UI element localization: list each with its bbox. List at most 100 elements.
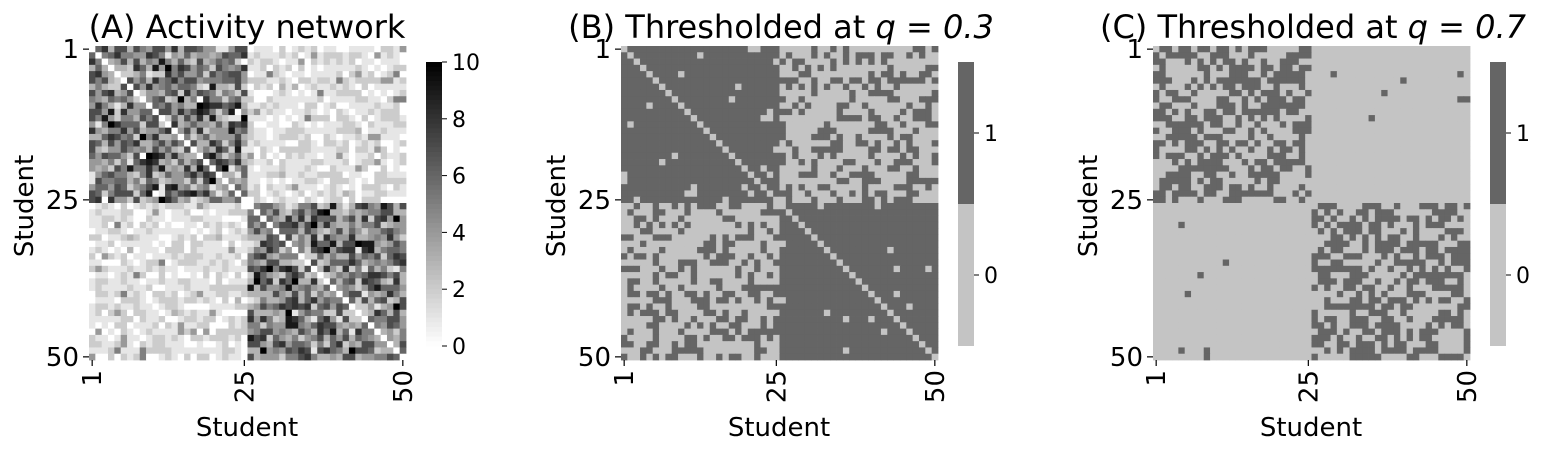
heatmap-cell <box>849 64 856 72</box>
heatmap-cell <box>665 146 673 154</box>
heatmap-cell <box>811 209 818 216</box>
heatmap-cell <box>298 190 305 198</box>
heatmap-cell <box>741 152 749 160</box>
heatmap-cell <box>684 253 692 260</box>
heatmap-cell <box>754 240 761 248</box>
heatmap-cell <box>393 171 401 179</box>
heatmap-cell <box>690 52 698 59</box>
heatmap-cell <box>798 146 806 154</box>
heatmap-cell <box>842 284 850 292</box>
heatmap-cell <box>158 253 166 260</box>
heatmap-cell <box>703 102 711 110</box>
heatmap-cell <box>336 121 343 129</box>
heatmap-cell <box>741 96 749 103</box>
heatmap-cell <box>830 165 837 172</box>
heatmap-cell <box>735 228 742 235</box>
heatmap-cell <box>925 140 933 147</box>
heatmap-cell <box>659 246 666 254</box>
heatmap-cell <box>741 234 749 242</box>
heatmap-cell <box>709 246 717 254</box>
heatmap-cell <box>171 77 179 85</box>
heatmap-cell <box>912 127 920 135</box>
heatmap-cell <box>849 228 856 235</box>
heatmap-cell <box>127 146 134 154</box>
heatmap-cell <box>209 316 217 323</box>
heatmap-cell <box>323 58 331 66</box>
heatmap-cell <box>899 272 907 279</box>
heatmap-cell <box>792 146 799 154</box>
heatmap-cell <box>798 96 806 103</box>
heatmap-cell <box>804 278 812 286</box>
heatmap-cell <box>260 58 267 66</box>
heatmap-cell <box>747 290 755 298</box>
heatmap-cell <box>874 159 882 166</box>
heatmap-cell <box>836 328 844 336</box>
heatmap-cell <box>234 215 242 223</box>
heatmap-cell <box>184 221 191 229</box>
heatmap-cell <box>215 121 223 129</box>
heatmap-cell <box>621 259 628 267</box>
heatmap-cell <box>811 265 818 273</box>
heatmap-cell <box>880 102 888 110</box>
heatmap-cell <box>741 165 749 172</box>
heatmap-cell <box>640 297 647 304</box>
heatmap-cell <box>171 159 179 166</box>
heatmap-cell <box>671 316 679 323</box>
heatmap-cell <box>120 121 128 129</box>
heatmap-cell <box>893 322 901 329</box>
heatmap-cell <box>633 203 641 210</box>
heatmap-cell <box>367 184 375 191</box>
heatmap-cell <box>842 209 850 216</box>
heatmap-cell <box>95 347 103 355</box>
heatmap-cell <box>880 121 888 129</box>
heatmap-cell <box>215 240 223 248</box>
heatmap-cell <box>399 328 407 336</box>
heatmap-cell <box>133 184 141 191</box>
heatmap-cell <box>177 353 185 361</box>
heatmap-cell <box>741 240 749 248</box>
heatmap-cell <box>386 272 394 279</box>
heatmap-cell <box>336 140 343 147</box>
heatmap-cell <box>684 290 692 298</box>
heatmap-cell <box>671 140 679 147</box>
heatmap-cell <box>89 121 96 129</box>
heatmap-cell <box>146 290 153 298</box>
heatmap-cell <box>120 203 128 210</box>
heatmap-cell <box>190 159 198 166</box>
heatmap-cell <box>754 196 761 204</box>
heatmap-cell <box>798 102 806 110</box>
heatmap-cell <box>640 290 647 298</box>
heatmap-cell <box>89 240 96 248</box>
heatmap-cell <box>279 303 286 311</box>
heatmap-cell <box>298 127 305 135</box>
heatmap-cell <box>912 203 920 210</box>
heatmap-cell <box>120 290 128 298</box>
heatmap-cell <box>342 133 350 141</box>
heatmap-cell <box>203 121 210 129</box>
heatmap-cell <box>665 259 673 267</box>
heatmap-cell <box>158 196 166 204</box>
heatmap-cell <box>671 309 679 317</box>
heatmap-cell <box>836 77 844 85</box>
heatmap-cell <box>228 71 236 78</box>
heatmap-cell <box>120 146 128 154</box>
heatmap-cell <box>253 290 261 298</box>
heatmap-cell <box>652 316 660 323</box>
heatmap-cell <box>678 89 685 97</box>
heatmap-cell <box>646 190 654 198</box>
heatmap-cell <box>918 64 926 72</box>
heatmap-cell <box>931 108 939 116</box>
heatmap-cell <box>779 203 787 210</box>
heatmap-cell <box>272 46 280 53</box>
heatmap-cell <box>633 309 641 317</box>
heatmap-cell <box>735 171 742 179</box>
heatmap-cell <box>912 89 920 97</box>
heatmap-cell <box>209 71 217 78</box>
heatmap-cell <box>741 309 749 317</box>
heatmap-cell <box>709 89 717 97</box>
heatmap-cell <box>690 71 698 78</box>
heatmap-cell <box>861 108 869 116</box>
heatmap-cell <box>640 209 647 216</box>
heatmap-cell <box>241 71 248 78</box>
heatmap-cell <box>355 272 363 279</box>
